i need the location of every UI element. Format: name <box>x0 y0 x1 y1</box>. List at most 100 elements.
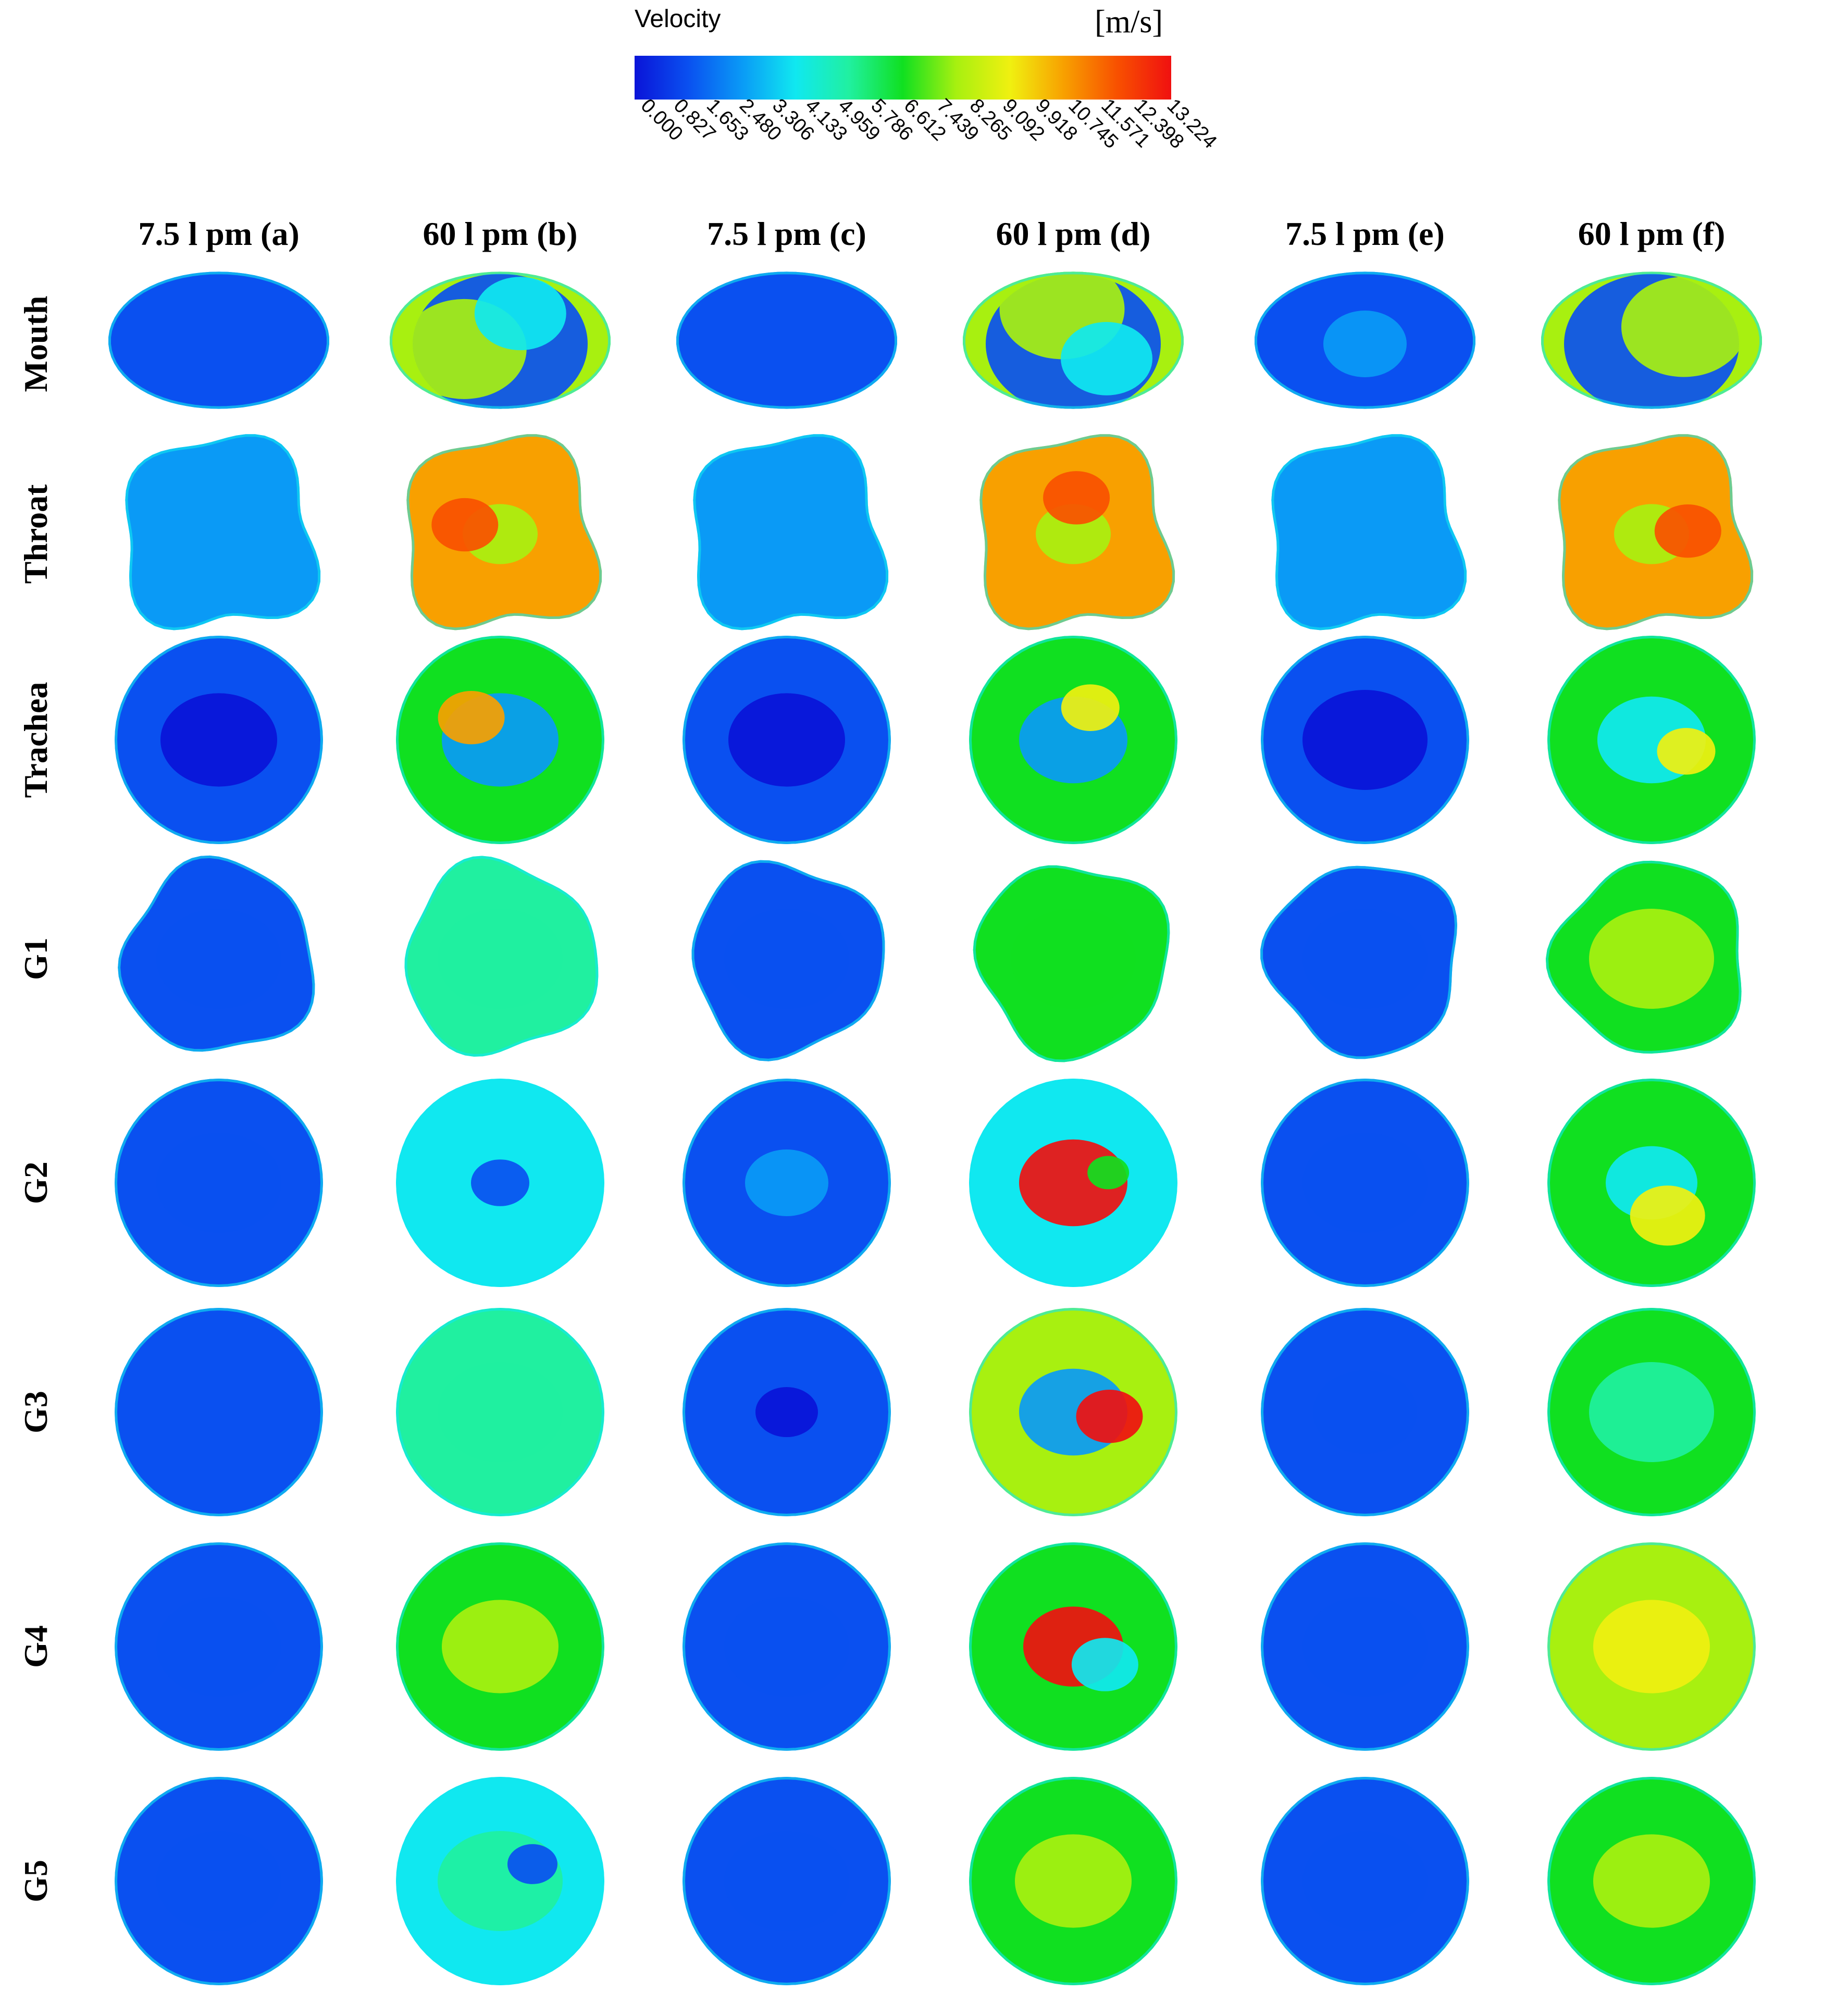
velocity-region <box>431 498 499 552</box>
row-label: G3 <box>17 1391 54 1433</box>
velocity-region <box>745 1149 828 1216</box>
cross-section-g5-col4 <box>969 1777 1177 1985</box>
cross-section-g3-col5 <box>1261 1308 1469 1516</box>
cross-section-trachea-col5 <box>1261 636 1469 844</box>
velocity-region <box>1061 684 1120 731</box>
cross-section-g2-col6 <box>1547 1079 1756 1287</box>
cross-section-outline <box>115 1308 323 1516</box>
cross-section-throat-col2 <box>406 434 602 630</box>
row-label: G5 <box>17 1860 54 1902</box>
cross-section-mouth-col2 <box>390 271 611 409</box>
column-label: 60 l pm (d) <box>996 215 1151 252</box>
velocity-region <box>438 909 563 1009</box>
velocity-region <box>1323 311 1407 377</box>
velocity-region <box>438 691 505 745</box>
cross-section-g1-col6 <box>1546 860 1742 1054</box>
column-label: 7.5 l pm (a) <box>138 215 299 252</box>
cross-section-g2-col5 <box>1261 1079 1469 1287</box>
cross-section-outline <box>676 271 897 409</box>
velocity-region <box>1015 1834 1132 1928</box>
row-label: Mouth <box>17 296 54 392</box>
velocity-region <box>442 1600 559 1693</box>
velocity-region <box>724 1831 849 1931</box>
cross-section-g1-col3 <box>691 860 885 1061</box>
velocity-region <box>728 693 845 787</box>
cross-section-g5-col2 <box>396 1777 604 1985</box>
cross-section-g4-col5 <box>1261 1542 1469 1751</box>
cross-section-g1-col2 <box>404 856 599 1057</box>
cross-section-g3-col6 <box>1547 1308 1756 1516</box>
cross-section-throat-col3 <box>693 434 889 630</box>
legend-unit: [m/s] <box>1095 4 1163 40</box>
cross-section-mouth-col4 <box>963 271 1184 409</box>
velocity-region <box>1061 321 1152 395</box>
cross-section-g5-col1 <box>115 1777 323 1985</box>
velocity-region <box>755 1387 818 1437</box>
velocity-region <box>474 277 566 351</box>
velocity-region <box>1657 728 1716 775</box>
velocity-region <box>1589 1362 1714 1462</box>
cross-section-g2-col3 <box>683 1079 891 1287</box>
velocity-region <box>1593 1834 1710 1928</box>
column-labels: 7.5 l pm (a) 60 l pm (b) 7.5 l pm (c) 60 l … <box>138 215 1725 252</box>
velocity-region <box>156 1597 281 1697</box>
cross-section-g3-col1 <box>115 1308 323 1516</box>
cross-section-trachea-col3 <box>683 636 891 844</box>
colorbar-ticks: 0.0000.8271.6532.4803.3064.1334.9595.786… <box>637 95 1221 153</box>
velocity-region <box>1302 1597 1428 1697</box>
velocity-region <box>1302 909 1428 1009</box>
cross-section-g2-col1 <box>115 1079 323 1287</box>
velocity-region <box>156 909 281 1009</box>
column-label: 60 l pm (b) <box>423 215 578 252</box>
cross-section-mouth-col3 <box>676 271 897 409</box>
cross-section-g4-col6 <box>1547 1542 1756 1751</box>
row-label: G2 <box>17 1161 54 1204</box>
velocity-region <box>1302 1831 1428 1931</box>
row-labels: Mouth Throat Trachea G1 G2 G3 G4 G5 <box>17 296 54 1902</box>
row-label: G1 <box>17 937 54 980</box>
velocity-region <box>1302 1133 1428 1233</box>
cross-section-outline <box>108 271 329 409</box>
cross-section-trachea-col6 <box>1547 636 1756 844</box>
velocity-region <box>507 1844 557 1884</box>
cross-section-g1-col4 <box>973 865 1170 1062</box>
cross-section-mouth-col5 <box>1255 271 1475 409</box>
velocity-region <box>438 1362 563 1462</box>
velocity-region <box>724 909 849 1009</box>
velocity-region <box>156 1133 281 1233</box>
colorbar <box>635 56 1171 100</box>
velocity-region <box>1630 1185 1705 1246</box>
cross-section-mouth-col1 <box>108 271 329 409</box>
row-label: G4 <box>17 1625 54 1668</box>
column-label: 7.5 l pm (c) <box>707 215 866 252</box>
cross-section-outline <box>1271 434 1467 630</box>
velocity-region <box>1076 1390 1143 1443</box>
cross-section-g4-col1 <box>115 1542 323 1751</box>
velocity-region <box>1621 277 1746 377</box>
cross-section-g1-col1 <box>118 855 315 1052</box>
velocity-region <box>1071 1638 1138 1691</box>
cross-section-g5-col6 <box>1547 1777 1756 1985</box>
cross-section-g4-col2 <box>396 1542 604 1751</box>
cross-section-outline <box>125 434 321 630</box>
contour-grid <box>108 271 1762 1985</box>
cross-section-g1-col5 <box>1260 865 1457 1059</box>
cross-section-outline <box>693 434 889 630</box>
cross-section-throat-col1 <box>125 434 321 630</box>
velocity-region <box>1302 690 1428 790</box>
velocity-region <box>1043 471 1110 525</box>
cross-section-g5-col5 <box>1261 1777 1469 1985</box>
row-label: Trachea <box>17 682 54 798</box>
cross-section-mouth-col6 <box>1541 271 1762 409</box>
column-label: 60 l pm (f) <box>1578 215 1726 252</box>
legend-title: Velocity <box>635 5 721 33</box>
cross-section-trachea-col2 <box>396 636 604 844</box>
cross-section-g3-col2 <box>396 1308 604 1516</box>
velocity-region <box>1011 909 1136 1009</box>
velocity-region <box>1654 504 1721 558</box>
velocity-region <box>1589 909 1714 1009</box>
velocity-region <box>471 1159 529 1206</box>
velocity-region <box>1313 1370 1417 1454</box>
cross-section-throat-col4 <box>979 434 1175 630</box>
